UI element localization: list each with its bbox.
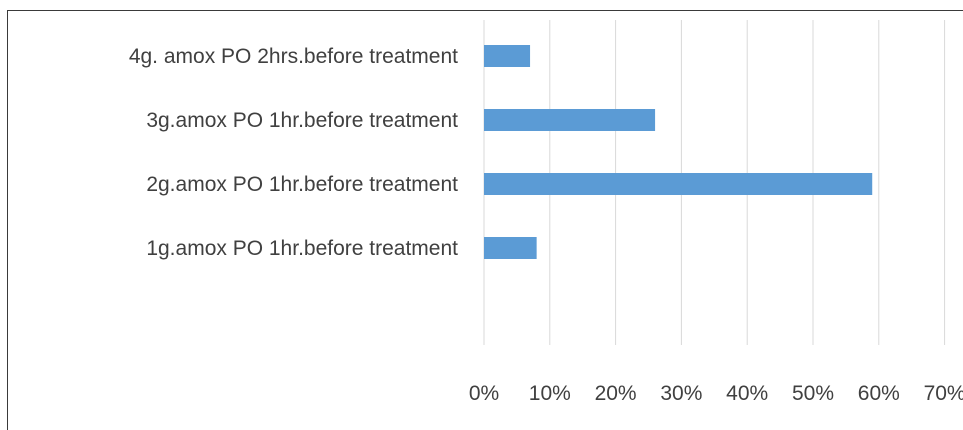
x-tick-label-7: 70% xyxy=(924,382,963,405)
x-tick-label-6: 60% xyxy=(858,382,900,405)
bar-1 xyxy=(484,109,656,131)
x-tick-label-3: 30% xyxy=(660,382,702,405)
bar-chart: 4g. amox PO 2hrs.before treatment 3g.amo… xyxy=(129,20,963,405)
bars xyxy=(484,45,873,259)
x-tick-label-0: 0% xyxy=(469,382,499,405)
chart-frame xyxy=(7,10,963,430)
bar-0 xyxy=(484,45,531,67)
x-tick-labels: 0% 10% 20% 30% 40% 50% 60% 70% xyxy=(469,382,963,405)
category-labels: 4g. amox PO 2hrs.before treatment 3g.amo… xyxy=(129,45,458,260)
category-label-1: 3g.amox PO 1hr.before treatment xyxy=(146,109,458,132)
x-tick-label-5: 50% xyxy=(792,382,834,405)
bar-2 xyxy=(484,173,873,195)
x-tick-label-1: 10% xyxy=(529,382,571,405)
x-tick-label-4: 40% xyxy=(726,382,768,405)
category-label-0: 4g. amox PO 2hrs.before treatment xyxy=(129,45,458,68)
category-label-3: 1g.amox PO 1hr.before treatment xyxy=(146,237,458,260)
x-tick-label-2: 20% xyxy=(595,382,637,405)
bar-3 xyxy=(484,237,537,259)
category-label-2: 2g.amox PO 1hr.before treatment xyxy=(146,173,458,196)
